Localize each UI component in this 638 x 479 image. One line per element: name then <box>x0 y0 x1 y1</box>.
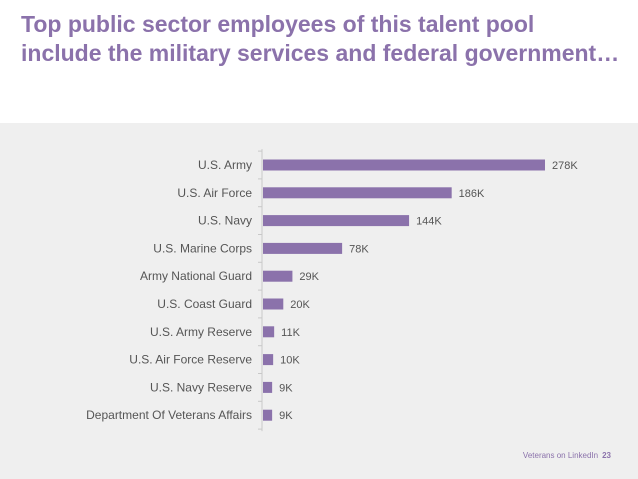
data-label: 186K <box>459 188 485 200</box>
title-bold-military: military services <box>148 40 330 66</box>
category-label: Department Of Veterans Affairs <box>86 408 252 422</box>
data-label: 9K <box>279 410 293 422</box>
category-label: U.S. Army <box>198 158 252 172</box>
bar <box>263 242 343 254</box>
category-label: U.S. Marine Corps <box>153 241 252 255</box>
data-label: 11K <box>281 327 300 339</box>
title-text-2: and <box>329 40 383 66</box>
data-label: 278K <box>552 160 578 172</box>
bar <box>263 409 273 421</box>
data-label: 78K <box>349 243 369 255</box>
data-label: 9K <box>279 382 293 394</box>
footer: Veterans on LinkedIn 23 <box>523 451 611 460</box>
bar <box>263 354 274 366</box>
category-label: U.S. Navy <box>198 214 252 228</box>
title-ellipsis: … <box>596 40 620 66</box>
bar <box>263 159 545 171</box>
category-label: U.S. Army Reserve <box>150 325 252 339</box>
footer-source: Veterans on LinkedIn <box>522 451 599 460</box>
bar-chart: U.S. Army 278K U.S. Air Force 186K U.S. Navy… <box>86 149 578 432</box>
slide-title: Top public sector employees of this tale… <box>21 10 621 68</box>
data-label: 10K <box>280 355 300 367</box>
bar <box>263 381 273 393</box>
bar <box>263 270 293 282</box>
category-label: U.S. Air Force <box>177 186 252 200</box>
title-text-1: Top public sector employees of this tale… <box>21 11 535 66</box>
bar <box>263 187 452 199</box>
data-label: 144K <box>416 216 442 228</box>
category-label: U.S. Air Force Reserve <box>129 353 252 367</box>
chart-panel <box>0 123 638 479</box>
category-label: Army National Guard <box>140 269 252 283</box>
data-label: 29K <box>299 271 319 283</box>
title-bold-government: federal government <box>382 40 597 66</box>
bar <box>263 326 275 338</box>
bar <box>263 215 410 227</box>
bar <box>263 298 284 310</box>
data-label: 20K <box>290 299 310 311</box>
category-label: U.S. Navy Reserve <box>150 380 252 394</box>
page-number: 23 <box>602 451 611 460</box>
category-label: U.S. Coast Guard <box>157 297 252 311</box>
